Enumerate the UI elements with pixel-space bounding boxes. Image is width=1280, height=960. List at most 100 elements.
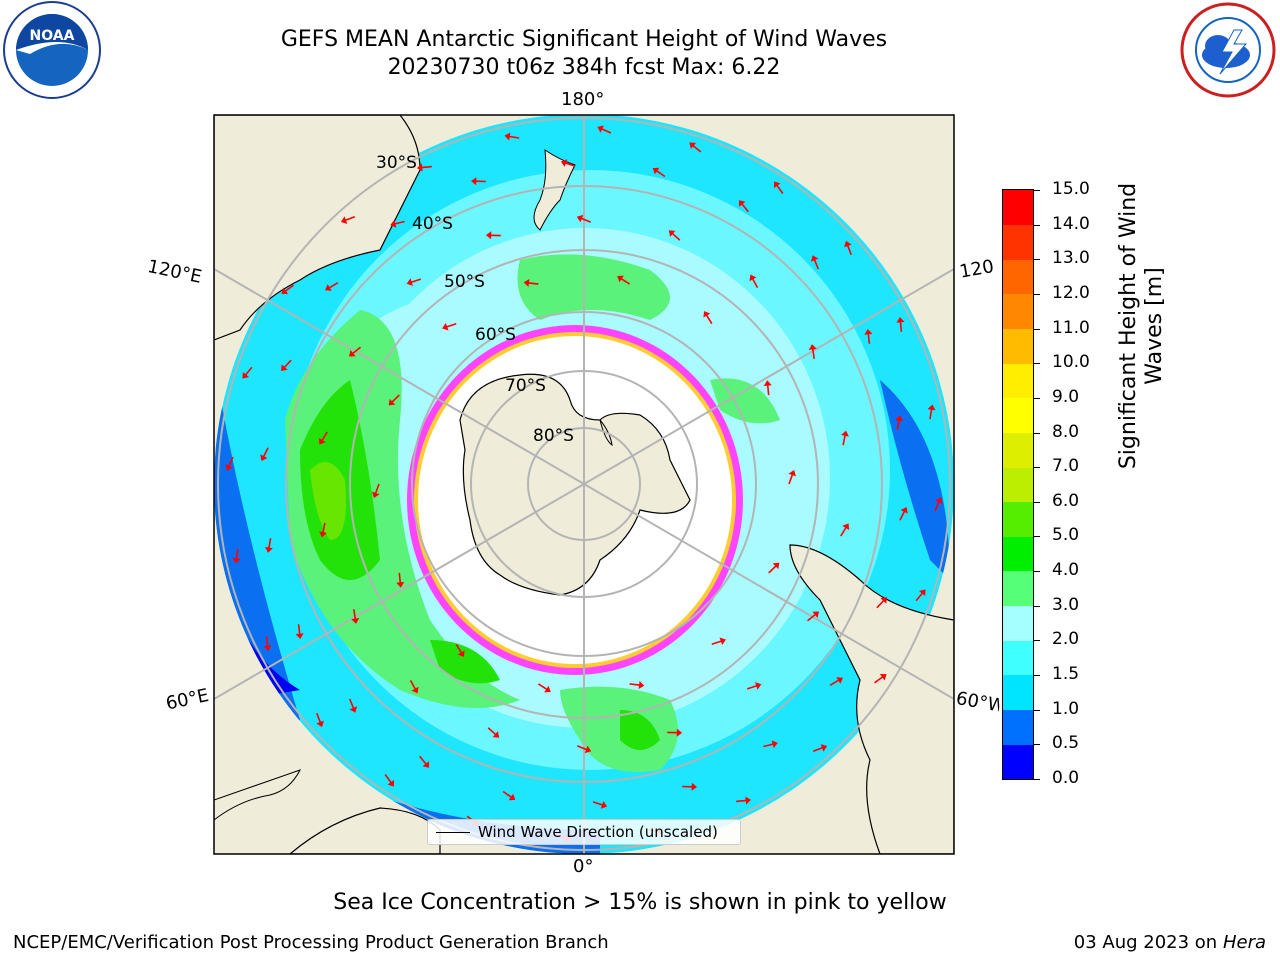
wave-direction-arrow <box>671 232 681 241</box>
wave-direction-arrow <box>394 220 405 225</box>
wave-direction-arrowhead <box>281 287 289 295</box>
colorbar-tick-mark <box>1034 536 1040 538</box>
wave-direction-arrow <box>316 712 322 723</box>
wave-direction-arrowhead <box>411 686 419 694</box>
wave-direction-arrow <box>896 419 900 430</box>
wave-direction-arrow <box>352 346 361 355</box>
wave-direction-arrowhead <box>836 677 843 684</box>
wave-direction-arrowhead <box>492 731 500 738</box>
lat-label-60s: 60°S <box>475 325 516 345</box>
wave-direction-arrowhead <box>232 557 241 564</box>
wave-direction-arrowhead <box>689 142 697 149</box>
wave-direction-arrowhead <box>422 761 430 768</box>
wave-direction-arrowhead <box>560 159 568 167</box>
wave-direction-arrow <box>751 278 759 288</box>
colorbar-tick-mark <box>1034 328 1040 330</box>
graticule <box>214 115 954 854</box>
wave-direction-arrow <box>929 409 933 420</box>
colorbar-tick-label: 1.0 <box>1052 698 1080 719</box>
wave-direction-arrowhead <box>788 470 796 477</box>
wind-wave-arrows <box>225 125 943 843</box>
wave-direction-arrow <box>813 259 820 270</box>
wave-direction-arrowhead <box>842 523 850 531</box>
colorbar-tick-mark <box>1034 709 1040 711</box>
wave-direction-arrowhead <box>600 801 608 809</box>
colorbar-tick-mark <box>1034 675 1040 677</box>
wave-direction-arrowhead <box>935 497 943 504</box>
wave-direction-arrow <box>409 680 417 690</box>
legend-label: Wind Wave Direction (unscaled) <box>478 823 718 841</box>
colorbar-tick-mark <box>1034 605 1040 607</box>
wave-direction-arrowhead <box>597 125 604 133</box>
colorbar-segment <box>1003 605 1033 641</box>
wave-direction-arrow <box>711 640 722 646</box>
wave-direction-arrow <box>348 698 355 709</box>
colorbar-tick-mark <box>1034 259 1040 261</box>
colorbar-tick-mark <box>1034 501 1040 503</box>
wave-direction-arrow <box>565 162 576 167</box>
noaa-logo-text: NOAA <box>30 28 75 44</box>
wave-direction-arrow <box>692 144 702 153</box>
colorbar-tick-label: 13.0 <box>1052 248 1090 269</box>
colorbar-segment <box>1003 744 1033 780</box>
colorbar-tick-label: 11.0 <box>1052 317 1090 338</box>
noaa-logo: NOAA <box>0 0 104 100</box>
wave-direction-arrowhead <box>812 611 820 618</box>
wave-direction-arrowhead <box>864 328 873 335</box>
wave-direction-arrow <box>807 613 816 622</box>
wave-direction-arrow <box>811 348 815 359</box>
colorbar-tick-label: 14.0 <box>1052 213 1090 234</box>
wave-direction-arrowhead <box>841 430 849 437</box>
colorbar-segment <box>1003 397 1033 433</box>
wave-direction-arrow <box>537 683 548 690</box>
wave-direction-arrow <box>899 511 906 521</box>
wave-direction-arrowhead <box>470 177 477 186</box>
wave-direction-arrowhead <box>387 779 395 787</box>
lon-label-180: 180° <box>561 89 605 110</box>
wave-direction-arrow <box>899 321 903 332</box>
wave-direction-arrowhead <box>771 740 778 749</box>
wave-direction-arrowhead <box>638 681 645 690</box>
wave-direction-arrow <box>268 538 272 549</box>
lat-label-80s: 80°S <box>533 426 574 446</box>
colorbar-label-line2: Waves [m] <box>1142 267 1167 385</box>
legend-line-swatch <box>436 832 470 833</box>
wave-direction-arrow <box>509 135 520 139</box>
wave-direction-arrowhead <box>844 240 852 248</box>
wave-direction-arrow <box>321 431 328 441</box>
wave-direction-arrowhead <box>544 685 551 693</box>
colorbar-segment <box>1003 640 1033 676</box>
map-legend: Wind Wave Direction (unscaled) <box>427 819 741 845</box>
wave-direction-arrow <box>846 245 852 256</box>
wave-direction-arrow <box>244 366 253 376</box>
wave-direction-arrowhead <box>457 650 465 657</box>
wave-direction-arrowhead <box>895 415 903 422</box>
footer-date-text: 03 Aug 2023 on <box>1073 932 1218 953</box>
wave-direction-arrow <box>374 483 380 494</box>
lat-label-40s: 40°S <box>412 214 453 234</box>
colorbar-tick-label: 8.0 <box>1052 421 1080 442</box>
wave-direction-arrowhead <box>340 216 348 224</box>
wave-direction-arrowhead <box>919 589 926 597</box>
wave-direction-arrowhead <box>348 350 356 357</box>
wave-direction-arrowhead <box>808 344 817 351</box>
nws-logo <box>1176 0 1280 100</box>
wave-direction-arrow <box>656 170 666 178</box>
colorbar-label: Significant Height of Wind Waves [m] <box>1116 166 1168 486</box>
wave-direction-arrow <box>705 314 713 325</box>
wave-direction-arrow <box>620 278 631 285</box>
wave-direction-arrowhead <box>719 637 726 645</box>
wave-direction-arrowhead <box>396 582 405 588</box>
colorbar-tick-label: 5.0 <box>1052 525 1080 546</box>
wave-direction-arrowhead <box>406 278 413 286</box>
footer-host: Hera <box>1222 932 1266 953</box>
wave-direction-arrow <box>592 801 603 806</box>
wave-direction-arrowhead <box>691 782 698 791</box>
wave-direction-arrowhead <box>349 706 358 713</box>
colorbar-segment <box>1003 536 1033 572</box>
wave-direction-arrowhead <box>390 219 397 228</box>
new-zealand-land <box>533 148 576 231</box>
colorbar-segment <box>1003 224 1033 260</box>
wave-direction-arrowhead <box>295 633 304 640</box>
wave-direction-arrow <box>934 501 940 512</box>
